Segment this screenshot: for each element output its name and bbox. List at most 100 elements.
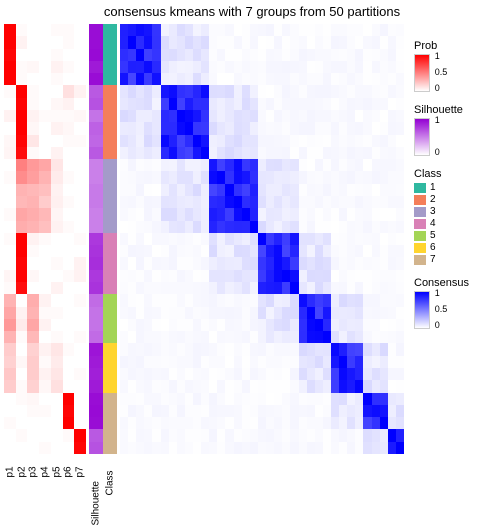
column-label: p2 bbox=[16, 466, 27, 477]
silhouette-cell bbox=[89, 245, 103, 257]
class-cell bbox=[103, 319, 117, 331]
silhouette-cell bbox=[89, 36, 103, 48]
prob-cell bbox=[51, 24, 63, 36]
prob-cell bbox=[39, 307, 51, 319]
prob-cell bbox=[27, 307, 39, 319]
prob-cell bbox=[4, 184, 16, 196]
class-swatch-label: 7 bbox=[430, 254, 436, 265]
class-cell bbox=[103, 159, 117, 171]
prob-cell bbox=[16, 122, 28, 134]
prob-cell bbox=[39, 221, 51, 233]
prob-cell bbox=[63, 282, 75, 294]
prob-cell bbox=[4, 171, 16, 183]
prob-cell bbox=[63, 184, 75, 196]
prob-cell bbox=[39, 85, 51, 97]
prob-cell bbox=[51, 147, 63, 159]
legend-cons-title: Consensus bbox=[414, 277, 500, 289]
prob-cell bbox=[51, 257, 63, 269]
prob-cell bbox=[51, 61, 63, 73]
prob-cell bbox=[16, 343, 28, 355]
prob-cell bbox=[27, 356, 39, 368]
class-cell bbox=[103, 233, 117, 245]
prob-cell bbox=[39, 110, 51, 122]
silhouette-cell bbox=[89, 171, 103, 183]
prob-cell bbox=[27, 282, 39, 294]
silhouette-cell bbox=[89, 24, 103, 36]
prob-cell bbox=[4, 135, 16, 147]
prob-cell bbox=[63, 380, 75, 392]
prob-cell bbox=[39, 245, 51, 257]
class-cell bbox=[103, 417, 117, 429]
prob-cell bbox=[51, 73, 63, 85]
prob-cell bbox=[39, 61, 51, 73]
consensus-cell bbox=[396, 245, 405, 258]
prob-cell bbox=[74, 196, 86, 208]
prob-cell bbox=[39, 73, 51, 85]
prob-cell bbox=[16, 442, 28, 454]
class-swatch bbox=[414, 183, 426, 193]
prob-cell bbox=[16, 36, 28, 48]
prob-cell bbox=[27, 147, 39, 159]
prob-cell bbox=[4, 442, 16, 454]
prob-cell bbox=[27, 319, 39, 331]
class-swatch-label: 4 bbox=[430, 218, 436, 229]
class-cell bbox=[103, 380, 117, 392]
prob-cell bbox=[63, 24, 75, 36]
class-cell bbox=[103, 85, 117, 97]
prob-cell bbox=[63, 61, 75, 73]
prob-cell bbox=[51, 331, 63, 343]
class-swatch bbox=[414, 219, 426, 229]
class-cell bbox=[103, 368, 117, 380]
prob-cell bbox=[27, 208, 39, 220]
prob-cell bbox=[39, 343, 51, 355]
silhouette-cell bbox=[89, 147, 103, 159]
prob-cell bbox=[74, 282, 86, 294]
prob-cell bbox=[4, 61, 16, 73]
prob-cell bbox=[4, 110, 16, 122]
prob-cell bbox=[4, 270, 16, 282]
consensus-cell bbox=[396, 208, 405, 221]
prob-cell bbox=[51, 49, 63, 61]
prob-cell bbox=[16, 196, 28, 208]
prob-cell bbox=[16, 85, 28, 97]
prob-cell bbox=[27, 257, 39, 269]
prob-cell bbox=[63, 36, 75, 48]
prob-cell bbox=[74, 319, 86, 331]
prob-cell bbox=[39, 270, 51, 282]
column-label: p7 bbox=[75, 466, 86, 477]
prob-cell bbox=[39, 233, 51, 245]
class-cell bbox=[103, 221, 117, 233]
class-swatch-row: 4 bbox=[414, 218, 500, 229]
prob-cell bbox=[63, 417, 75, 429]
prob-cell bbox=[4, 331, 16, 343]
consensus-cell bbox=[396, 159, 405, 172]
prob-cell bbox=[51, 36, 63, 48]
prob-cell bbox=[74, 171, 86, 183]
silhouette-cell bbox=[89, 85, 103, 97]
prob-cell bbox=[4, 98, 16, 110]
class-swatch-row: 7 bbox=[414, 254, 500, 265]
prob-cell bbox=[16, 380, 28, 392]
prob-cell bbox=[63, 319, 75, 331]
prob-cell bbox=[39, 49, 51, 61]
silhouette-cell bbox=[89, 61, 103, 73]
prob-cell bbox=[51, 368, 63, 380]
prob-cell bbox=[63, 98, 75, 110]
legend-prob-title: Prob bbox=[414, 40, 500, 52]
prob-cell bbox=[63, 135, 75, 147]
prob-cell bbox=[63, 368, 75, 380]
tick: 0.5 bbox=[435, 305, 448, 314]
class-cell bbox=[103, 24, 117, 36]
prob-cell bbox=[51, 429, 63, 441]
prob-cell bbox=[51, 356, 63, 368]
class-swatch-label: 1 bbox=[430, 182, 436, 193]
consensus-cell bbox=[396, 368, 405, 381]
class-cell bbox=[103, 405, 117, 417]
prob-cell bbox=[16, 257, 28, 269]
prob-cell bbox=[51, 380, 63, 392]
gradient-bar-prob bbox=[414, 54, 430, 92]
class-cell bbox=[103, 270, 117, 282]
prob-cell bbox=[39, 98, 51, 110]
class-cell bbox=[103, 356, 117, 368]
consensus-cell bbox=[396, 73, 405, 86]
